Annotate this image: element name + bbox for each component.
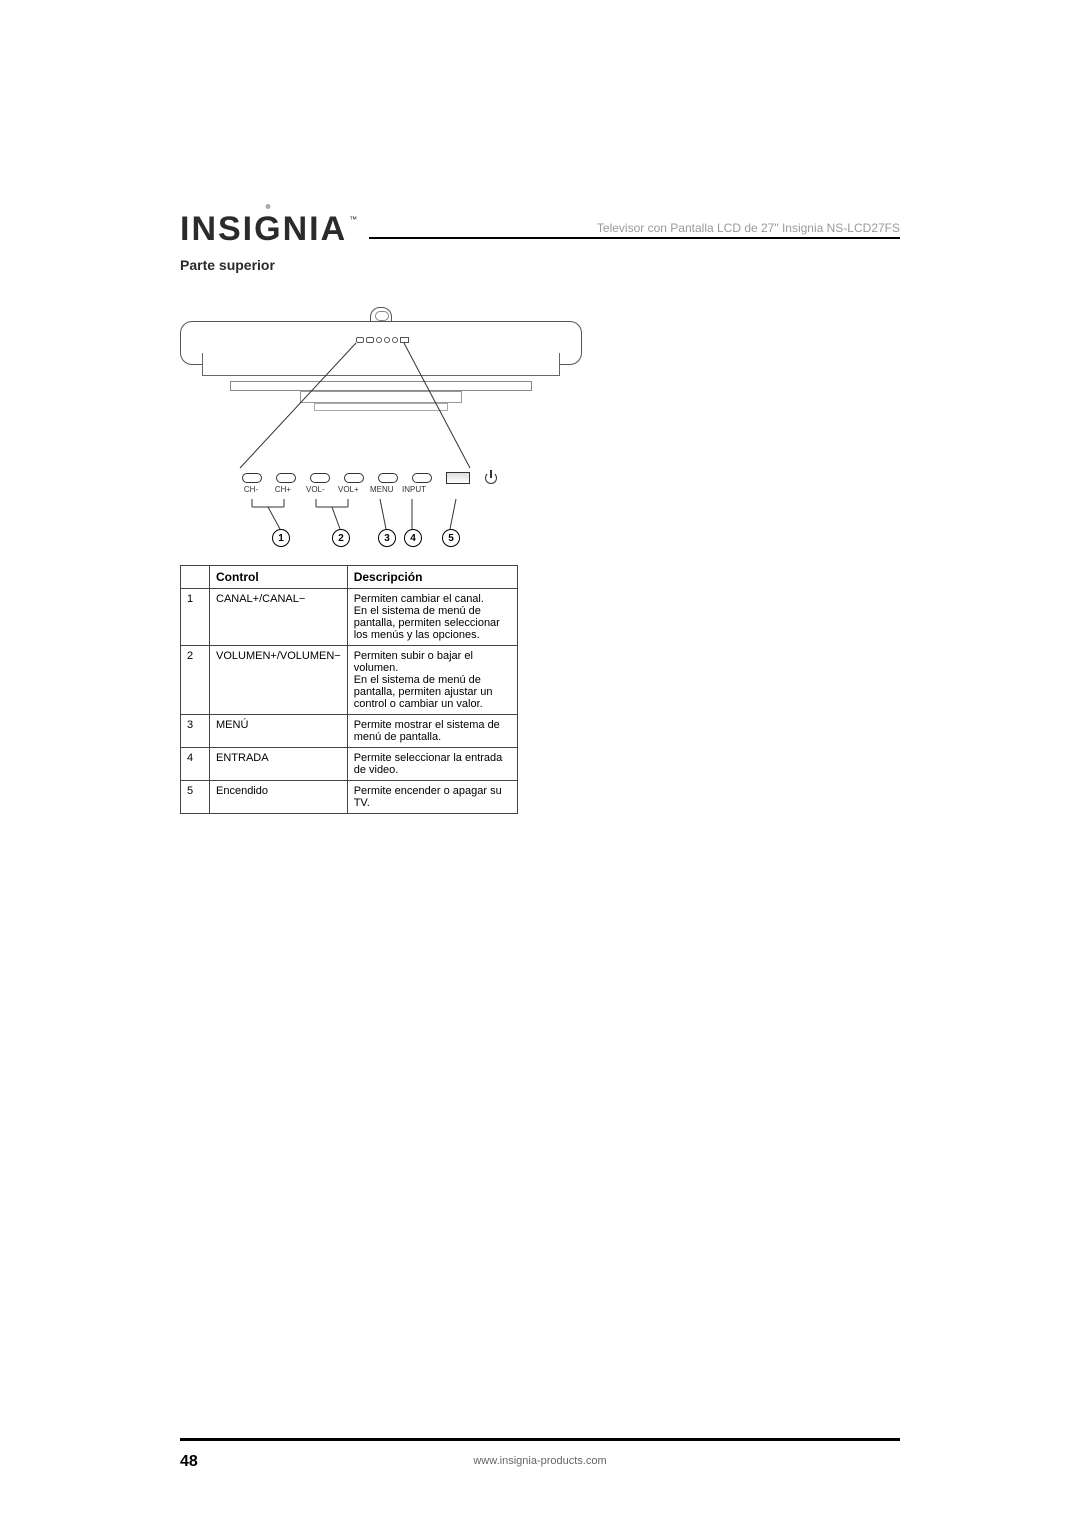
th-desc: Descripción bbox=[347, 566, 517, 589]
table-row: 5 Encendido Permite encender o apagar su… bbox=[181, 781, 518, 814]
callout-3: 3 bbox=[378, 529, 396, 547]
button-labels-row: CH- CH+ VOL- VOL+ MENU INPUT bbox=[242, 485, 420, 494]
btn-label: VOL+ bbox=[338, 485, 356, 494]
cell-ctrl: Encendido bbox=[210, 781, 348, 814]
page-header: INSIGNIA™ Televisor con Pantalla LCD de … bbox=[180, 210, 900, 249]
brand-text: INSIGNIA bbox=[180, 210, 347, 249]
cell-num: 3 bbox=[181, 715, 210, 748]
top-panel-diagram: CH- CH+ VOL- VOL+ MENU INPUT 1 bbox=[180, 283, 580, 553]
callout-2: 2 bbox=[332, 529, 350, 547]
ch-plus-button bbox=[276, 473, 296, 483]
section-title: Parte superior bbox=[180, 257, 900, 273]
callout-4: 4 bbox=[404, 529, 422, 547]
cell-num: 2 bbox=[181, 646, 210, 715]
product-line: Televisor con Pantalla LCD de 27" Insign… bbox=[597, 221, 900, 235]
cell-ctrl: VOLUMEN+/VOLUMEN− bbox=[210, 646, 348, 715]
cell-num: 4 bbox=[181, 748, 210, 781]
cell-ctrl: MENÚ bbox=[210, 715, 348, 748]
controls-table: Control Descripción 1 CANAL+/CANAL− Perm… bbox=[180, 565, 518, 814]
table-row: 2 VOLUMEN+/VOLUMEN− Permiten subir o baj… bbox=[181, 646, 518, 715]
cell-num: 5 bbox=[181, 781, 210, 814]
ch-minus-button bbox=[242, 473, 262, 483]
btn-label: CH- bbox=[242, 485, 260, 494]
vol-minus-button bbox=[310, 473, 330, 483]
cell-desc: Permiten cambiar el canal.En el sistema … bbox=[347, 589, 517, 646]
footer-rule bbox=[180, 1438, 900, 1441]
tv-outline bbox=[180, 303, 580, 418]
table-row: 3 MENÚ Permite mostrar el sistema de men… bbox=[181, 715, 518, 748]
th-control: Control bbox=[210, 566, 348, 589]
menu-button bbox=[378, 473, 398, 483]
cell-desc: Permite encender o apagar su TV. bbox=[347, 781, 517, 814]
callout-5: 5 bbox=[442, 529, 460, 547]
callout-1: 1 bbox=[272, 529, 290, 547]
table-header-row: Control Descripción bbox=[181, 566, 518, 589]
controls-tbody: 1 CANAL+/CANAL− Permiten cambiar el cana… bbox=[181, 589, 518, 814]
trademark-symbol: ™ bbox=[349, 215, 359, 224]
cell-desc: Permite seleccionar la entrada de video. bbox=[347, 748, 517, 781]
th-num bbox=[181, 566, 210, 589]
btn-label: MENU bbox=[370, 485, 388, 494]
button-row-enlarged bbox=[242, 471, 498, 485]
btn-label: INPUT bbox=[402, 485, 420, 494]
vol-plus-button bbox=[344, 473, 364, 483]
table-row: 4 ENTRADA Permite seleccionar la entrada… bbox=[181, 748, 518, 781]
cell-ctrl: CANAL+/CANAL− bbox=[210, 589, 348, 646]
power-icon bbox=[484, 471, 498, 485]
callout-numbers: 1 2 3 4 5 bbox=[180, 529, 580, 549]
power-button bbox=[446, 472, 470, 484]
btn-label: VOL- bbox=[306, 485, 324, 494]
cell-desc: Permite mostrar el sistema de menú de pa… bbox=[347, 715, 517, 748]
input-button bbox=[412, 473, 432, 483]
cell-ctrl: ENTRADA bbox=[210, 748, 348, 781]
btn-label: CH+ bbox=[274, 485, 292, 494]
tv-mini-buttons bbox=[356, 337, 409, 343]
cell-num: 1 bbox=[181, 589, 210, 646]
header-rule: Televisor con Pantalla LCD de 27" Insign… bbox=[369, 237, 900, 239]
brand-logo: INSIGNIA™ bbox=[180, 210, 359, 249]
cell-desc: Permiten subir o bajar el volumen.En el … bbox=[347, 646, 517, 715]
table-row: 1 CANAL+/CANAL− Permiten cambiar el cana… bbox=[181, 589, 518, 646]
manual-page: INSIGNIA™ Televisor con Pantalla LCD de … bbox=[0, 0, 1080, 1527]
footer-url: www.insignia-products.com bbox=[0, 1455, 1080, 1467]
